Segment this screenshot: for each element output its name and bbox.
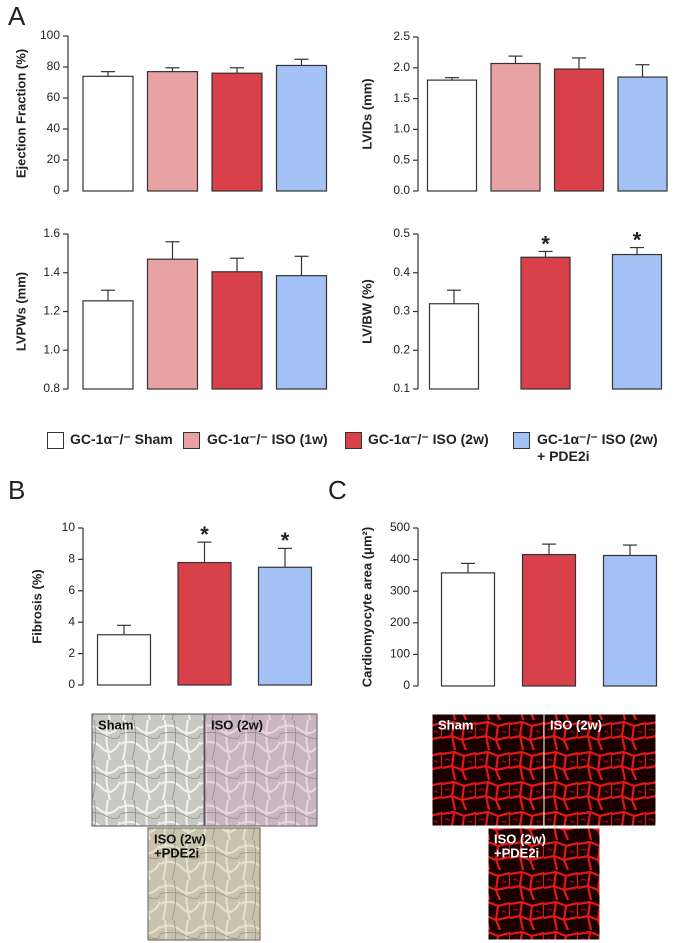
significance-marker: *	[200, 522, 209, 547]
bar	[211, 72, 263, 192]
micrograph-label: ISO (2w)	[494, 831, 546, 846]
legend-swatch	[345, 432, 362, 449]
y-tick-label: 100	[390, 647, 410, 661]
y-tick-label: 0.1	[393, 381, 410, 395]
legend-label: GC-1α⁻/⁻ ISO (2w) + PDE2i	[537, 431, 658, 464]
y-tick-label: 8	[68, 552, 75, 566]
micrograph-label: Sham	[98, 717, 133, 732]
stain-overlay	[148, 828, 260, 940]
y-tick-label: 200	[390, 615, 410, 629]
bar	[257, 566, 313, 686]
bar	[275, 64, 328, 192]
legend-swatch	[183, 432, 200, 449]
micrograph	[204, 713, 318, 827]
significance-marker: *	[541, 231, 550, 256]
micrograph-label: +PDE2i	[494, 845, 539, 860]
micrograph-label: ISO (2w)	[211, 717, 263, 732]
y-tick-label: 1.4	[43, 265, 60, 279]
bar	[211, 271, 263, 390]
legend-label: GC-1α⁻/⁻ ISO (2w)	[368, 431, 489, 447]
legend-swatch	[513, 432, 530, 449]
y-tick-label: 6	[68, 583, 75, 597]
y-axis-label: LV/BW (%)	[359, 279, 374, 344]
significance-marker: *	[633, 227, 642, 252]
bar	[611, 253, 663, 390]
bar	[146, 71, 199, 192]
legend-swatch	[47, 432, 64, 449]
y-tick-label: 4	[68, 614, 75, 628]
micrograph-label: +PDE2i	[154, 845, 199, 860]
y-axis-label: Fibrosis (%)	[29, 569, 44, 643]
bar	[428, 303, 480, 390]
y-tick-label: 80	[47, 59, 61, 73]
y-tick-label: 1.0	[43, 342, 60, 356]
y-tick-label: 0.8	[43, 381, 60, 395]
micrograph	[543, 713, 657, 827]
micrograph-label: ISO (2w)	[154, 831, 206, 846]
y-tick-label: 400	[390, 552, 410, 566]
y-tick-label: 2.5	[393, 29, 410, 43]
bar	[602, 554, 658, 687]
significance-marker: *	[281, 528, 290, 553]
micrograph	[431, 713, 545, 827]
y-tick-label: 40	[47, 121, 61, 135]
legend-label: GC-1α⁻/⁻ Sham	[70, 431, 173, 447]
bar	[96, 634, 152, 686]
panel-letter: B	[8, 475, 25, 505]
panel-letter: A	[8, 1, 26, 31]
y-tick-label: 1.0	[393, 122, 410, 136]
y-tick-label: 20	[47, 152, 61, 166]
y-tick-label: 0	[68, 677, 75, 691]
bar	[146, 258, 199, 390]
bar	[440, 572, 496, 687]
y-tick-label: 0.5	[393, 226, 410, 240]
legend-label: GC-1α⁻/⁻ ISO (1w)	[207, 431, 328, 447]
y-tick-label: 60	[47, 90, 61, 104]
stain-overlay	[205, 714, 317, 826]
y-tick-label: 0	[53, 183, 60, 197]
bar	[521, 553, 577, 687]
micrograph	[91, 713, 205, 827]
y-tick-label: 10	[62, 520, 76, 534]
micrograph	[487, 827, 601, 941]
y-tick-label: 0	[403, 678, 410, 692]
bar	[177, 561, 232, 686]
y-tick-label: 0.2	[393, 342, 410, 356]
y-axis-label: Ejection Fraction (%)	[13, 49, 28, 178]
panel-letter: C	[328, 475, 347, 505]
y-tick-label: 0.3	[393, 304, 410, 318]
bar	[617, 76, 668, 192]
bar	[82, 300, 134, 390]
y-tick-label: 300	[390, 583, 410, 597]
y-tick-label: 1.5	[393, 91, 410, 105]
y-tick-label: 2.0	[393, 60, 410, 74]
bar	[275, 275, 328, 390]
bar	[82, 75, 134, 192]
y-tick-label: 100	[40, 28, 60, 42]
bar	[490, 62, 541, 192]
y-tick-label: 1.6	[43, 226, 60, 240]
y-axis-label: LVPWs (mm)	[13, 272, 28, 351]
y-axis-label: Cardiomyocyte area (μm²)	[359, 527, 374, 687]
micrograph-label: Sham	[438, 717, 473, 732]
y-tick-label: 0.0	[393, 183, 410, 197]
y-axis-label: LVIDs (mm)	[359, 78, 374, 149]
micrograph	[147, 827, 261, 941]
y-tick-label: 500	[390, 520, 410, 534]
micrograph-label: ISO (2w)	[550, 717, 602, 732]
y-tick-label: 0.5	[393, 152, 410, 166]
y-tick-label: 2	[68, 646, 75, 660]
bar	[426, 79, 478, 192]
bar	[553, 68, 605, 192]
y-tick-label: 1.2	[43, 304, 60, 318]
y-tick-label: 0.4	[393, 265, 410, 279]
bar	[520, 256, 571, 390]
